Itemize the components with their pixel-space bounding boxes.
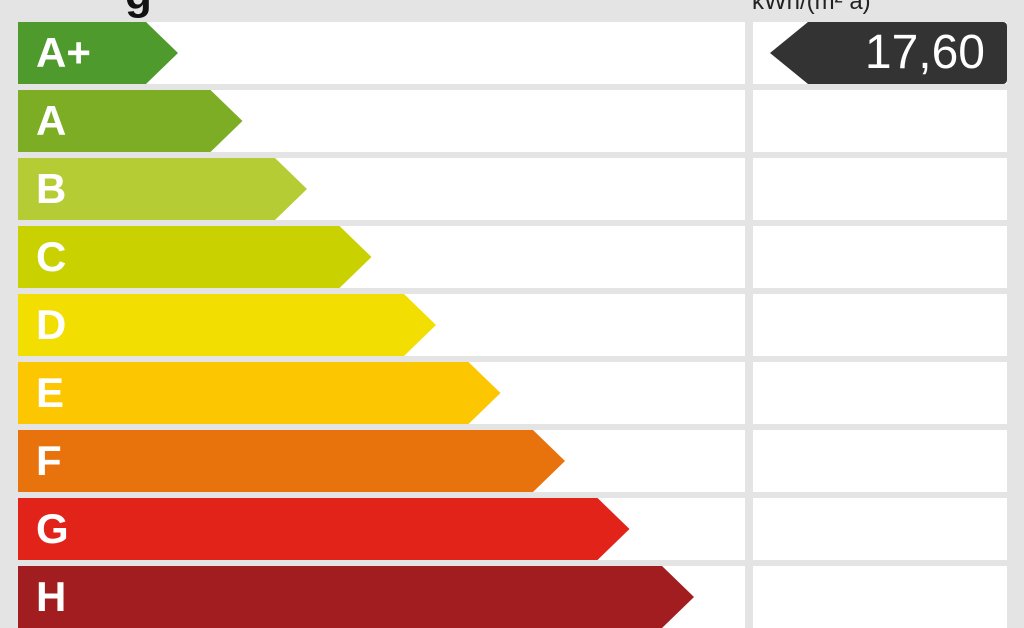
- energy-class-row-g: G: [18, 498, 745, 560]
- energy-class-label: E: [36, 369, 65, 416]
- energy-class-bar: C: [18, 226, 372, 288]
- energy-class-bar: G: [18, 498, 630, 560]
- energy-class-row-h: H: [18, 566, 745, 628]
- value-cell: [753, 362, 1007, 424]
- value-cell: [753, 90, 1007, 152]
- energy-class-label: F: [36, 437, 62, 484]
- energy-class-label: G: [36, 505, 69, 552]
- energy-class-label: D: [36, 301, 67, 348]
- value-cell: [753, 498, 1007, 560]
- energy-class-bar: E: [18, 362, 501, 424]
- energy-class-label: H: [36, 573, 67, 620]
- energy-class-row-d: D: [18, 294, 745, 356]
- energy-class-label: A+: [36, 29, 91, 76]
- unit-label: kWh/(m² a): [752, 0, 871, 15]
- energy-class-bar: F: [18, 430, 565, 492]
- energy-class-label: A: [36, 97, 67, 144]
- energy-class-row-e: E: [18, 362, 745, 424]
- energy-class-row-c: C: [18, 226, 745, 288]
- value-cell: [753, 226, 1007, 288]
- energy-class-label: B: [36, 165, 67, 212]
- value-cell: [753, 566, 1007, 628]
- energy-class-bar: D: [18, 294, 436, 356]
- energy-class-row-a: A: [18, 90, 745, 152]
- energy-class-bar: A+: [18, 22, 178, 84]
- label-title-fragment: g: [125, 0, 152, 20]
- value-cell: [753, 430, 1007, 492]
- energy-class-row-a-plus: A+: [18, 22, 745, 84]
- energy-class-bar: B: [18, 158, 307, 220]
- value-cell: [753, 294, 1007, 356]
- energy-class-bar: A: [18, 90, 243, 152]
- value-cell: [753, 158, 1007, 220]
- value-indicator-arrow: 17,60: [770, 22, 1007, 84]
- energy-class-label: C: [36, 233, 67, 280]
- energy-class-row-f: F: [18, 430, 745, 492]
- energy-class-row-b: B: [18, 158, 745, 220]
- energy-class-bar: H: [18, 566, 694, 628]
- energy-value: 17,60: [864, 26, 985, 79]
